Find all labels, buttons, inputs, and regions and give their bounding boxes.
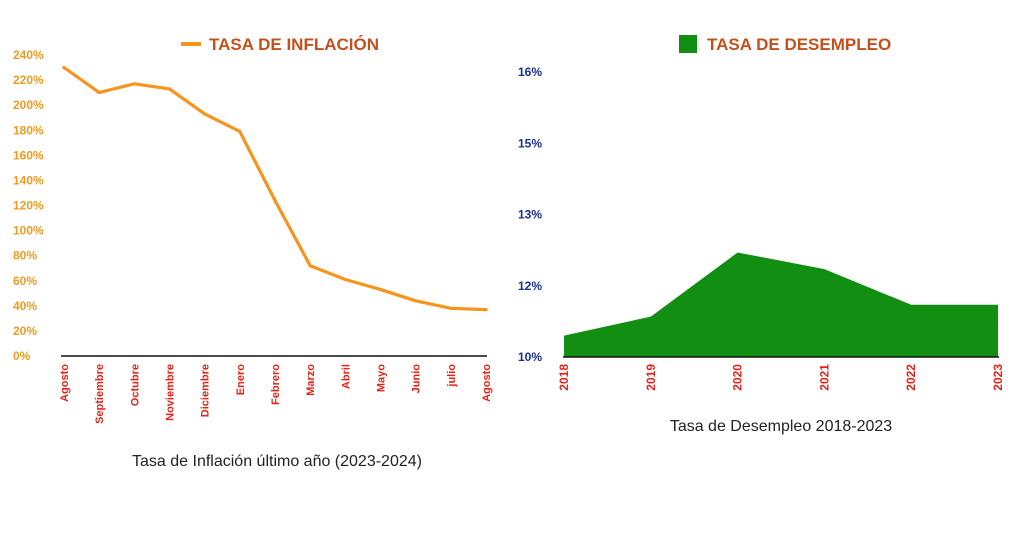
- unemployment-x-tick: 2019: [644, 364, 658, 391]
- unemployment-caption: Tasa de Desempleo 2018-2023: [670, 418, 892, 435]
- unemployment-y-tick: 12%: [518, 279, 542, 293]
- inflation-points: [62, 65, 488, 312]
- inflation-x-tick: Diciembre: [200, 364, 212, 417]
- inflation-y-tick: 0%: [13, 349, 31, 363]
- inflation-point: [343, 277, 347, 282]
- inflation-point: [132, 82, 136, 86]
- inflation-y-tick: 40%: [13, 299, 37, 313]
- unemployment-series-area: [564, 252, 998, 357]
- inflation-y-tick: 20%: [13, 324, 37, 338]
- unemployment-y-axis: 10% 12% 13% 15% 16%: [518, 65, 542, 364]
- inflation-y-tick: 120%: [13, 199, 44, 213]
- inflation-point: [449, 306, 453, 310]
- inflation-x-tick: Agosto: [59, 364, 71, 402]
- inflation-x-tick: Noviembre: [165, 364, 177, 421]
- inflation-y-tick: 80%: [13, 249, 37, 263]
- unemployment-x-tick: 2020: [731, 364, 745, 391]
- unemployment-legend-swatch: [679, 35, 697, 53]
- inflation-point: [167, 87, 172, 91]
- inflation-x-tick: Agosto: [481, 364, 493, 402]
- unemployment-y-tick: 10%: [518, 350, 542, 364]
- inflation-x-tick: Septiembre: [94, 364, 106, 424]
- unemployment-y-tick: 13%: [518, 208, 542, 222]
- unemployment-legend-label: TASA DE DESEMPLEO: [707, 35, 891, 54]
- inflation-y-tick: 200%: [13, 98, 44, 112]
- unemployment-chart: TASA DE DESEMPLEO 10%12%13%15%16% 2018 20…: [518, 35, 1005, 435]
- inflation-point: [273, 198, 277, 203]
- inflation-y-tick: 160%: [13, 148, 44, 162]
- inflation-caption: Tasa de Inflación último año (2023-2024): [132, 453, 422, 470]
- inflation-x-tick: Marzo: [305, 364, 317, 396]
- inflation-y-tick: 100%: [13, 224, 44, 238]
- inflation-y-tick: 180%: [13, 123, 44, 137]
- inflation-legend-label: TASA DE INFLACIÓN: [209, 35, 379, 54]
- inflation-y-tick: 220%: [13, 73, 44, 87]
- inflation-point: [62, 65, 66, 70]
- inflation-series-line: [62, 65, 488, 312]
- unemployment-y-tick: 16%: [518, 65, 542, 79]
- inflation-point: [97, 91, 101, 95]
- inflation-x-tick: Mayo: [376, 364, 388, 392]
- unemployment-x-tick: 2022: [904, 364, 918, 391]
- inflation-x-tick: Enero: [235, 364, 247, 395]
- inflation-point: [203, 112, 207, 116]
- inflation-chart: TASA DE INFLACIÓN 0% 20% 40% 60% 80% 100% 120%…: [13, 35, 493, 470]
- inflation-y-tick: 60%: [13, 274, 37, 288]
- inflation-point: [238, 129, 242, 134]
- inflation-point: [308, 264, 312, 268]
- unemployment-y-tick: 15%: [518, 136, 542, 150]
- unemployment-x-tick: 2018: [557, 364, 571, 391]
- inflation-x-tick: julio: [446, 364, 458, 388]
- inflation-point: [378, 287, 383, 292]
- inflation-y-axis: 0% 20% 40% 60% 80% 100% 120% 140% 160% 180% 200% 22…: [13, 48, 44, 363]
- inflation-point: [484, 307, 488, 312]
- inflation-x-tick: Junio: [411, 364, 423, 394]
- inflation-x-tick: Octubre: [129, 364, 141, 406]
- inflation-point: [414, 299, 418, 303]
- inflation-x-axis: Agosto Septiembre Octubre Noviembre Diciembr…: [59, 364, 493, 424]
- unemployment-x-axis: 2018 2019 2020 2021 2022 2023: [557, 364, 1005, 391]
- unemployment-x-tick: 2021: [817, 364, 831, 391]
- unemployment-x-tick: 2023: [991, 364, 1005, 391]
- inflation-y-tick: 240%: [13, 48, 44, 62]
- inflation-x-tick: Abril: [340, 364, 352, 389]
- inflation-x-tick: Febrero: [270, 364, 282, 405]
- inflation-y-tick: 140%: [13, 173, 44, 187]
